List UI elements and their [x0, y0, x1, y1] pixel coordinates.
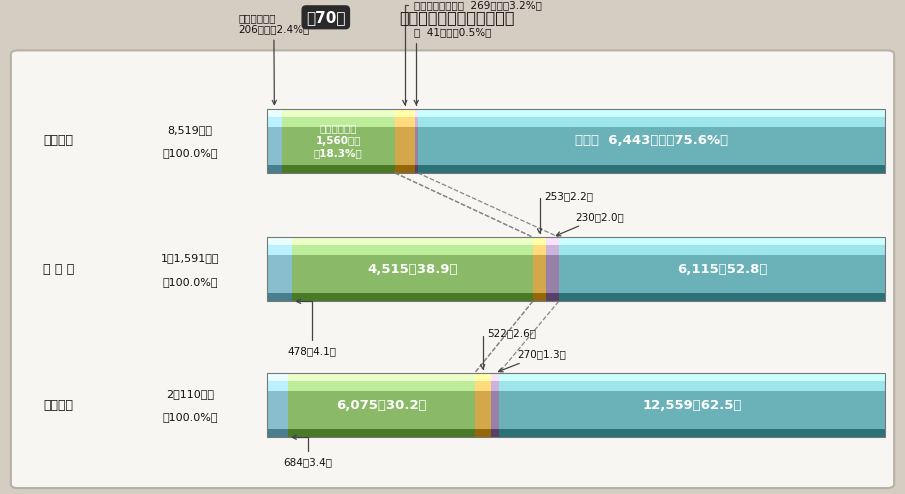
Bar: [414, 109, 418, 117]
Bar: [267, 165, 281, 173]
Bar: [533, 253, 547, 293]
Bar: [395, 165, 414, 173]
Bar: [267, 237, 885, 301]
Bar: [418, 117, 885, 126]
Bar: [288, 389, 474, 429]
Text: 4,515（38.9）: 4,515（38.9）: [367, 263, 458, 276]
Bar: [418, 125, 885, 165]
Bar: [267, 117, 281, 126]
Bar: [267, 389, 288, 429]
Bar: [547, 253, 558, 293]
Bar: [267, 293, 292, 301]
Text: 市 町 村: 市 町 村: [43, 263, 74, 276]
Bar: [499, 373, 885, 381]
Bar: [267, 373, 885, 437]
Bar: [267, 373, 288, 381]
Bar: [558, 237, 885, 246]
Text: 6,115（52.8）: 6,115（52.8）: [677, 263, 767, 276]
Bar: [491, 429, 499, 437]
Text: 用地取得費の取得先別内訳: 用地取得費の取得先別内訳: [399, 10, 515, 25]
Text: 253（2.2）: 253（2.2）: [538, 191, 593, 233]
Text: 都道府県: 都道府県: [43, 134, 74, 147]
Bar: [414, 117, 418, 126]
Text: 土地開発公社
1,560億円
（18.3%）: 土地開発公社 1,560億円 （18.3%）: [314, 123, 363, 159]
Bar: [267, 429, 288, 437]
Bar: [533, 293, 547, 301]
Bar: [292, 293, 533, 301]
Bar: [267, 246, 292, 255]
Text: 12,559（62.5）: 12,559（62.5）: [643, 399, 741, 412]
Text: 第70図: 第70図: [306, 10, 346, 25]
Bar: [267, 237, 292, 246]
Bar: [499, 381, 885, 391]
FancyBboxPatch shape: [11, 50, 894, 488]
Text: （100.0%）: （100.0%）: [162, 148, 218, 158]
Text: （100.0%）: （100.0%）: [162, 277, 218, 287]
Bar: [414, 125, 418, 165]
Bar: [558, 246, 885, 255]
Bar: [292, 253, 533, 293]
Text: 270（1.3）: 270（1.3）: [499, 350, 567, 372]
Bar: [292, 237, 533, 246]
Text: 478（4.1）: 478（4.1）: [288, 299, 337, 356]
Bar: [395, 117, 414, 126]
Bar: [547, 237, 558, 246]
Bar: [281, 125, 395, 165]
Bar: [281, 117, 395, 126]
Bar: [267, 109, 281, 117]
Bar: [395, 109, 414, 117]
Bar: [533, 246, 547, 255]
Bar: [281, 109, 395, 117]
Text: 8,519億円: 8,519億円: [167, 125, 213, 135]
Bar: [267, 253, 292, 293]
Bar: [414, 165, 418, 173]
Text: 1兆1,591億円: 1兆1,591億円: [161, 253, 219, 263]
Text: 土地開発基金
206億円（2.4%）: 土地開発基金 206億円（2.4%）: [238, 13, 310, 105]
Bar: [418, 165, 885, 173]
Text: 522（2.6）: 522（2.6）: [481, 329, 537, 369]
Text: 2兆110億円: 2兆110億円: [166, 389, 214, 399]
Bar: [395, 125, 414, 165]
Bar: [499, 429, 885, 437]
Text: 230（2.0）: 230（2.0）: [557, 212, 624, 236]
Bar: [267, 109, 885, 173]
Bar: [474, 429, 491, 437]
Bar: [288, 381, 474, 391]
Bar: [491, 373, 499, 381]
Bar: [547, 293, 558, 301]
Bar: [499, 389, 885, 429]
Text: 他の地方公共団体  269億円（3.2%）: 他の地方公共団体 269億円（3.2%）: [403, 0, 542, 105]
Text: 6,075（30.2）: 6,075（30.2）: [336, 399, 426, 412]
Text: その他  6,443億円（75.6%）: その他 6,443億円（75.6%）: [575, 134, 728, 147]
Text: 国  41億円（0.5%）: 国 41億円（0.5%）: [414, 27, 491, 105]
Bar: [558, 293, 885, 301]
Bar: [292, 246, 533, 255]
Bar: [267, 125, 281, 165]
Bar: [474, 373, 491, 381]
Bar: [558, 253, 885, 293]
Bar: [547, 246, 558, 255]
Bar: [491, 389, 499, 429]
Bar: [474, 389, 491, 429]
Text: 684（3.4）: 684（3.4）: [283, 435, 332, 467]
Bar: [474, 381, 491, 391]
Text: （100.0%）: （100.0%）: [162, 412, 218, 422]
Bar: [281, 165, 395, 173]
Bar: [267, 381, 288, 391]
Bar: [288, 373, 474, 381]
Bar: [533, 237, 547, 246]
Bar: [491, 381, 499, 391]
Text: 合　　計: 合 計: [43, 399, 74, 412]
Bar: [418, 109, 885, 117]
Bar: [288, 429, 474, 437]
